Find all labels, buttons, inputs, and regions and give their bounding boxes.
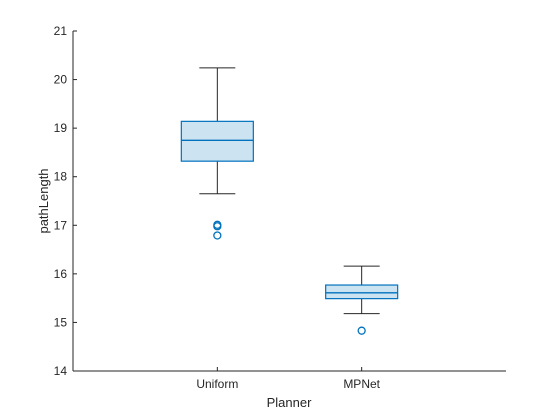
x-tick-label: Uniform <box>196 377 238 391</box>
y-tick-label: 18 <box>54 170 68 184</box>
y-axis: 14 15 16 17 18 19 20 21 <box>54 24 77 378</box>
y-tick-label: 16 <box>54 267 68 281</box>
box-mpnet <box>325 265 399 335</box>
y-tick-label: 17 <box>54 218 68 232</box>
outlier-point <box>357 326 366 335</box>
plot-area <box>180 67 399 335</box>
y-tick-label: 21 <box>54 24 68 38</box>
y-tick-label: 15 <box>54 315 68 329</box>
outlier-point <box>213 222 222 231</box>
outlier-point <box>213 231 222 240</box>
box-iqr <box>325 284 399 300</box>
y-tick-label: 20 <box>54 73 68 87</box>
box-uniform <box>180 67 254 240</box>
x-axis-label: Planner <box>267 395 312 410</box>
box-iqr <box>180 120 254 162</box>
x-axis: Uniform MPNet <box>73 367 506 391</box>
y-tick-label: 19 <box>54 121 68 135</box>
x-tick-label: MPNet <box>343 377 380 391</box>
y-tick-label: 14 <box>54 364 68 378</box>
y-axis-label: pathLength <box>36 168 51 233</box>
